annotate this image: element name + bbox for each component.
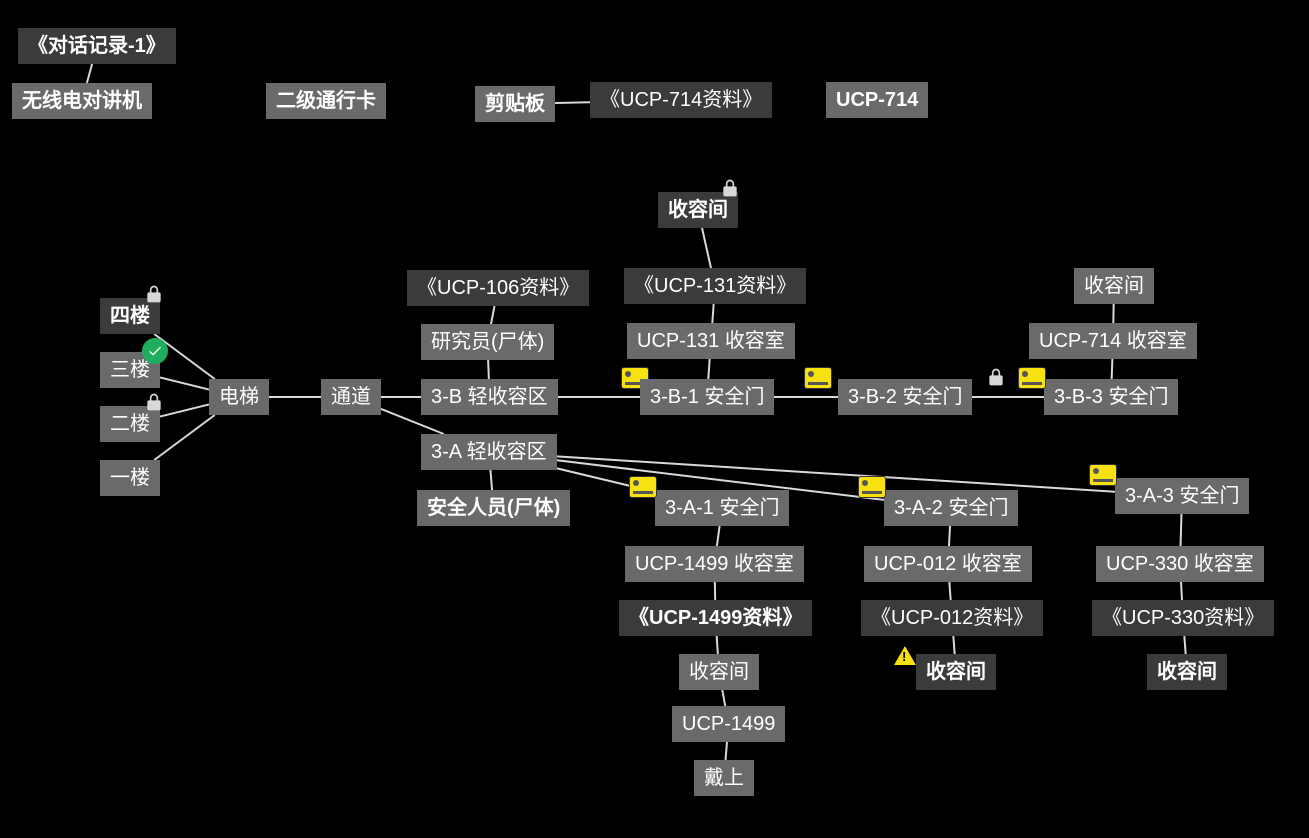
- edge: [160, 404, 209, 416]
- edge: [949, 526, 950, 546]
- node-clip: 剪贴板: [475, 86, 555, 122]
- node-ucp714i: 《UCP-714资料》: [590, 82, 772, 118]
- node-ucp131r: UCP-131 收容室: [627, 323, 795, 359]
- node-door3b2: 3-B-2 安全门: [838, 379, 972, 415]
- edge: [490, 470, 492, 490]
- check-icon: [142, 338, 168, 364]
- node-ucp330i: 《UCP-330资料》: [1092, 600, 1274, 636]
- warning-icon: [894, 646, 916, 665]
- diagram-canvas: 《对话记录-1》无线电对讲机 二级通行卡 剪贴板《UCP-714资料》 UCP-714…: [0, 0, 1309, 838]
- node-body2: 安全人员(尸体): [417, 490, 570, 526]
- node-door3b1: 3-B-1 安全门: [640, 379, 774, 415]
- edge: [949, 582, 950, 600]
- node-wear: 戴上: [694, 760, 754, 796]
- node-pass2: 二级通行卡: [266, 83, 386, 119]
- node-hall: 通道: [321, 379, 381, 415]
- edge: [1112, 359, 1113, 379]
- node-zone3b: 3-B 轻收容区: [421, 379, 558, 415]
- edge: [953, 636, 954, 654]
- node-radio: 无线电对讲机: [12, 83, 152, 119]
- edge: [712, 304, 713, 323]
- node-ucp1499: UCP-1499: [672, 706, 785, 742]
- node-ucp012r: UCP-012 收容室: [864, 546, 1032, 582]
- node-ucp106i: 《UCP-106资料》: [407, 270, 589, 306]
- edge: [726, 742, 728, 760]
- edge: [491, 306, 495, 324]
- node-door3a3: 3-A-3 安全门: [1115, 478, 1249, 514]
- node-ucp714r: UCP-714 收容室: [1029, 323, 1197, 359]
- lock-icon: [720, 178, 742, 200]
- edge: [1181, 514, 1182, 546]
- node-ucp012i: 《UCP-012资料》: [861, 600, 1043, 636]
- edge: [555, 102, 590, 103]
- edge: [1184, 636, 1185, 654]
- edge: [154, 415, 215, 460]
- node-body1: 研究员(尸体): [421, 324, 554, 360]
- node-door3a1: 3-A-1 安全门: [655, 490, 789, 526]
- node-door3a2: 3-A-2 安全门: [884, 490, 1018, 526]
- lock-icon: [986, 367, 1008, 389]
- node-zone3a: 3-A 轻收容区: [421, 434, 557, 470]
- lock-icon: [144, 284, 166, 306]
- edge: [488, 360, 489, 379]
- edge: [717, 526, 720, 546]
- node-cont4: 收容间: [916, 654, 996, 690]
- keycard-icon: [1089, 464, 1117, 486]
- node-ucp330r: UCP-330 收容室: [1096, 546, 1264, 582]
- edge: [87, 64, 92, 83]
- node-conv1: 《对话记录-1》: [18, 28, 176, 64]
- node-elev: 电梯: [209, 379, 269, 415]
- node-cont3: 收容间: [679, 654, 759, 690]
- edge-layer: [0, 0, 1309, 838]
- node-ucp131i: 《UCP-131资料》: [624, 268, 806, 304]
- edge: [160, 377, 209, 389]
- keycard-icon: [858, 476, 886, 498]
- edge: [1181, 582, 1182, 600]
- node-cont5: 收容间: [1147, 654, 1227, 690]
- node-ucp1499i: 《UCP-1499资料》: [619, 600, 812, 636]
- keycard-icon: [629, 476, 657, 498]
- edge: [708, 359, 709, 379]
- node-door3b3: 3-B-3 安全门: [1044, 379, 1178, 415]
- node-ucp1499r: UCP-1499 收容室: [625, 546, 804, 582]
- edge: [702, 228, 711, 268]
- edge: [722, 690, 725, 706]
- node-floor1: 一楼: [100, 460, 160, 496]
- edge: [717, 636, 718, 654]
- lock-icon: [144, 392, 166, 414]
- keycard-icon: [804, 367, 832, 389]
- keycard-icon: [1018, 367, 1046, 389]
- node-cont2: 收容间: [1074, 268, 1154, 304]
- node-ucp714: UCP-714: [826, 82, 928, 118]
